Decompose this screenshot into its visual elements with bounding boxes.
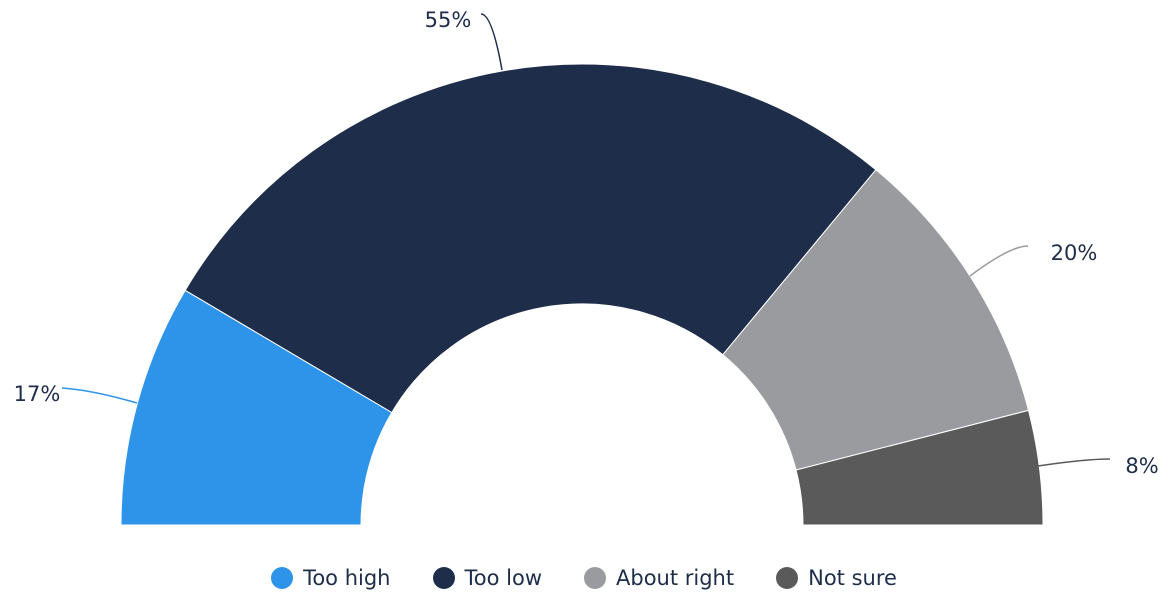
leader-line-not-sure <box>1037 458 1111 467</box>
leader-lines-group <box>61 13 1111 467</box>
slice-about-right <box>722 169 1030 471</box>
data-label-about-right: 20% <box>1051 241 1098 265</box>
data-label-not-sure: 8% <box>1125 454 1158 478</box>
legend-item-too-low: Too low <box>432 566 543 590</box>
data-label-too-high: 17% <box>14 382 61 406</box>
leader-line-about-right <box>969 245 1029 277</box>
slice-too-low <box>184 63 877 414</box>
legend-item-too-high: Too high <box>271 566 391 590</box>
legend-item-not-sure: Not sure <box>776 566 897 590</box>
slice-not-sure <box>795 409 1044 526</box>
data-labels-group: 17% 55% 20% 8% <box>14 8 1159 478</box>
slices-group <box>120 63 1044 526</box>
legend-label: Too high <box>303 566 391 590</box>
legend-label: About right <box>616 566 735 590</box>
legend-swatch <box>432 567 455 589</box>
leader-line-too-low <box>480 13 503 71</box>
data-label-too-low: 55% <box>425 8 472 32</box>
legend-item-about-right: About right <box>584 566 734 590</box>
legend-label: Too low <box>464 566 543 590</box>
leader-line-too-high <box>61 387 138 404</box>
legend-swatch <box>271 567 294 589</box>
legend-label: Not sure <box>808 566 897 590</box>
legend-swatch <box>584 567 606 589</box>
legend-swatch <box>776 567 799 589</box>
legend: Too high Too low About right Not sure <box>0 566 1168 590</box>
